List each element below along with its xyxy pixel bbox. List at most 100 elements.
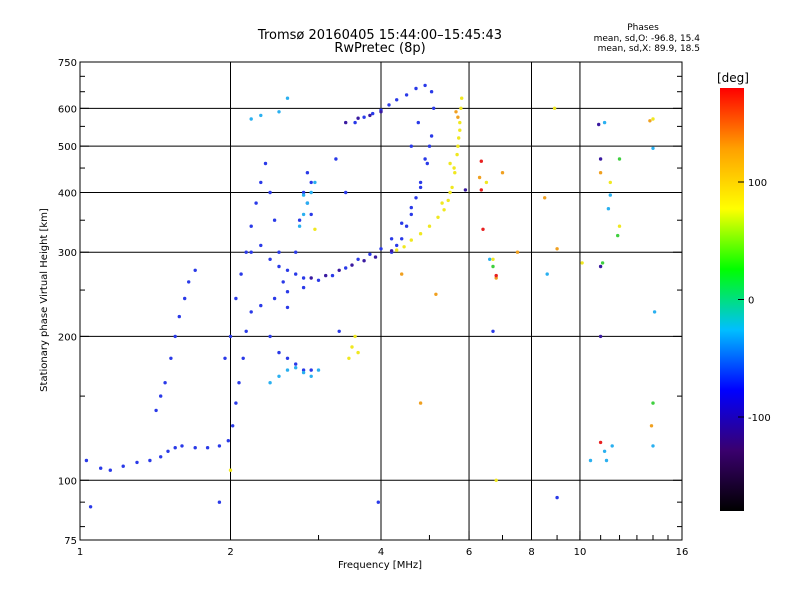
data-point xyxy=(268,257,272,261)
data-point xyxy=(344,190,348,195)
y-tick-label: 400 xyxy=(58,188,77,199)
data-point xyxy=(409,212,413,217)
data-point xyxy=(108,468,113,472)
data-point xyxy=(277,110,281,114)
data-point xyxy=(436,215,440,219)
data-point xyxy=(301,368,306,372)
data-point xyxy=(545,272,549,276)
data-point xyxy=(362,115,366,119)
data-point xyxy=(458,128,462,132)
data-point xyxy=(481,227,485,231)
data-point xyxy=(254,201,258,205)
data-point xyxy=(453,171,457,175)
data-point xyxy=(135,460,139,465)
data-point xyxy=(173,334,177,339)
data-point xyxy=(427,224,432,228)
stats-heading: Phases xyxy=(627,23,659,33)
data-point xyxy=(268,334,272,339)
data-point xyxy=(608,180,612,185)
data-point xyxy=(494,276,498,280)
data-point xyxy=(285,305,290,310)
data-point xyxy=(163,381,167,385)
data-point xyxy=(604,458,609,463)
data-point xyxy=(337,268,341,272)
colorbar-tick-label: 0 xyxy=(748,296,754,307)
data-point xyxy=(313,180,317,185)
data-point xyxy=(337,329,341,333)
colorbar: [deg] 100 0 -100 xyxy=(717,71,771,511)
data-point xyxy=(452,166,456,170)
data-point xyxy=(305,171,310,175)
data-point xyxy=(244,250,248,254)
data-point xyxy=(488,257,492,261)
data-point xyxy=(409,144,413,148)
data-point xyxy=(400,272,404,276)
data-point xyxy=(268,190,272,195)
data-point xyxy=(652,310,657,314)
data-point xyxy=(617,224,622,228)
data-point xyxy=(446,198,450,203)
data-point xyxy=(316,368,321,372)
data-point xyxy=(297,224,302,228)
y-axis: 75 100 200 300 400 500 600 750 xyxy=(58,58,682,547)
data-point xyxy=(491,264,495,269)
data-point xyxy=(368,113,372,118)
data-point xyxy=(400,237,404,241)
data-point xyxy=(313,227,317,231)
data-point xyxy=(491,257,495,261)
data-point xyxy=(434,292,438,296)
data-point xyxy=(84,458,89,463)
data-point xyxy=(301,370,306,375)
data-point xyxy=(180,444,184,448)
data-point xyxy=(379,247,383,251)
data-point xyxy=(193,446,197,450)
data-point xyxy=(500,171,505,175)
x-tick-label: 1 xyxy=(77,547,83,558)
data-point xyxy=(193,268,197,272)
colorbar-tick-label: 100 xyxy=(748,178,767,189)
data-point xyxy=(99,466,103,470)
data-point xyxy=(598,264,603,269)
data-point xyxy=(259,180,263,185)
data-point xyxy=(648,119,652,123)
data-point xyxy=(606,207,611,211)
data-point xyxy=(484,180,489,185)
data-point xyxy=(459,106,463,111)
y-tick-label: 300 xyxy=(58,248,77,259)
data-point xyxy=(259,243,263,248)
data-point xyxy=(395,248,399,252)
data-point xyxy=(205,446,210,450)
data-point xyxy=(121,464,125,468)
data-point xyxy=(285,356,290,360)
data-point xyxy=(448,190,452,195)
x-tick-label: 2 xyxy=(227,547,233,558)
data-point xyxy=(608,193,612,197)
data-point xyxy=(259,303,263,308)
data-point xyxy=(344,120,348,125)
data-point xyxy=(301,193,306,197)
data-point xyxy=(458,120,462,125)
data-point xyxy=(389,237,394,241)
data-point xyxy=(277,250,281,254)
data-point xyxy=(356,116,360,120)
data-point xyxy=(281,280,285,284)
data-point xyxy=(231,424,235,428)
data-point xyxy=(448,161,452,166)
data-point xyxy=(244,329,248,333)
data-point xyxy=(555,247,559,251)
data-point xyxy=(651,401,655,405)
data-point xyxy=(294,366,298,370)
data-point xyxy=(249,117,253,121)
data-point xyxy=(350,263,354,267)
data-point xyxy=(234,296,238,301)
data-point xyxy=(649,424,654,428)
data-point xyxy=(301,285,306,290)
data-point xyxy=(177,314,181,319)
y-tick-label: 75 xyxy=(64,536,77,547)
data-point xyxy=(301,190,306,195)
data-point xyxy=(455,152,459,157)
data-point xyxy=(479,188,483,192)
data-point xyxy=(285,96,290,100)
data-point xyxy=(460,96,464,100)
